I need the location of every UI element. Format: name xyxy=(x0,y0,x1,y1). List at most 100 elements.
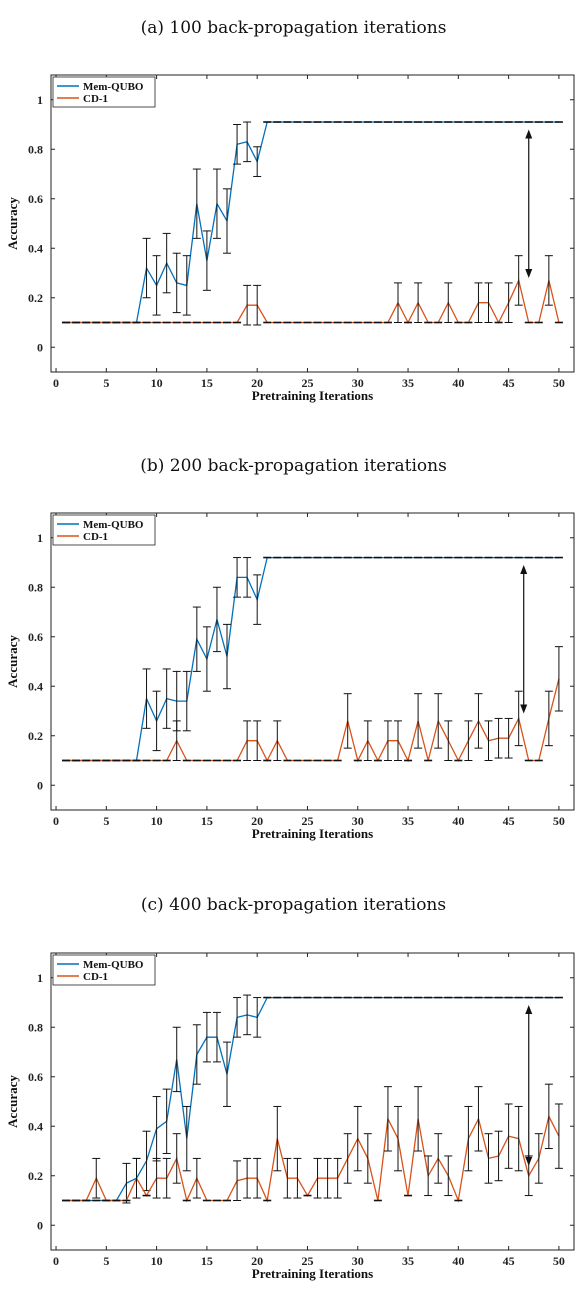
error-bar xyxy=(514,690,523,747)
y-axis-label: Accuracy xyxy=(5,197,20,250)
x-tick-label: 45 xyxy=(503,814,515,828)
x-tick-label: 50 xyxy=(553,376,565,390)
y-axis-label: Accuracy xyxy=(5,1075,20,1128)
x-axis-label: Pretraining Iterations xyxy=(252,388,373,403)
x-tick-label: 25 xyxy=(301,814,313,828)
x-tick-label: 10 xyxy=(151,814,163,828)
error-bar xyxy=(223,623,232,690)
error-bar xyxy=(393,1105,402,1172)
y-axis-label: Accuracy xyxy=(5,635,20,688)
error-bar xyxy=(544,690,553,747)
y-tick-label: 1 xyxy=(37,531,43,545)
x-tick-label: 50 xyxy=(553,1254,565,1268)
error-bar xyxy=(162,668,171,729)
y-tick-label: 0.4 xyxy=(28,1119,43,1133)
error-bar xyxy=(544,1083,553,1150)
error-bar xyxy=(122,1162,131,1204)
error-bar xyxy=(504,1103,513,1169)
plot-frame xyxy=(50,74,575,373)
error-bar xyxy=(283,1157,292,1199)
error-bar xyxy=(172,252,181,314)
error-bar xyxy=(343,1133,352,1184)
error-bar xyxy=(243,720,252,761)
error-bar xyxy=(434,1133,443,1184)
y-tick-label: 0.6 xyxy=(28,630,43,644)
error-bar xyxy=(223,188,232,254)
error-bar xyxy=(253,146,262,177)
error-bar xyxy=(273,720,282,761)
error-bar xyxy=(162,1157,171,1199)
error-bar xyxy=(313,1157,322,1199)
plot-frame xyxy=(50,512,575,811)
x-tick-label: 15 xyxy=(201,1254,213,1268)
error-bar xyxy=(504,282,513,323)
x-tick-label: 5 xyxy=(103,814,109,828)
error-bar xyxy=(142,668,151,729)
error-bar xyxy=(152,255,161,316)
error-bar xyxy=(514,255,523,306)
x-tick-label: 0 xyxy=(53,1254,59,1268)
error-bar xyxy=(554,1103,563,1169)
y-tick-label: 0.8 xyxy=(28,142,43,156)
error-bar xyxy=(393,282,402,323)
y-tick-label: 0 xyxy=(37,778,43,792)
y-tick-label: 1 xyxy=(37,971,43,985)
error-bar xyxy=(243,994,252,1036)
error-bar xyxy=(192,1157,201,1199)
y-tick-label: 0.8 xyxy=(28,1020,43,1034)
y-tick-label: 0.4 xyxy=(28,679,43,693)
error-bar xyxy=(383,1086,392,1152)
error-bar xyxy=(444,282,453,323)
legend-entry: Mem-QUBO xyxy=(83,81,144,93)
error-bar xyxy=(363,1133,372,1184)
error-bar xyxy=(243,1157,252,1199)
y-tick-label: 0.4 xyxy=(28,241,43,255)
y-tick-label: 0.2 xyxy=(28,729,43,743)
error-bar xyxy=(202,626,211,692)
x-tick-label: 30 xyxy=(352,376,364,390)
chart-title: (a) 100 back-propagation iterations xyxy=(140,18,447,38)
error-bar xyxy=(233,997,242,1038)
error-bar xyxy=(243,557,252,598)
error-bar xyxy=(132,1157,141,1199)
difference-arrow-head-top xyxy=(525,129,533,139)
legend-entry: CD-1 xyxy=(83,971,108,983)
x-tick-label: 30 xyxy=(352,814,364,828)
error-bar xyxy=(363,720,372,761)
error-bar xyxy=(514,1105,523,1172)
error-bar xyxy=(424,1155,433,1197)
x-tick-label: 40 xyxy=(452,1254,464,1268)
legend-box xyxy=(52,76,156,108)
error-bar xyxy=(293,1157,302,1199)
x-tick-label: 35 xyxy=(402,814,414,828)
error-bar xyxy=(544,255,553,306)
x-tick-label: 5 xyxy=(103,376,109,390)
x-tick-label: 45 xyxy=(503,376,515,390)
legend-box xyxy=(52,514,156,546)
x-tick-label: 40 xyxy=(452,376,464,390)
error-bar xyxy=(192,606,201,672)
x-tick-label: 50 xyxy=(553,814,565,828)
error-bar xyxy=(142,237,151,299)
error-bar xyxy=(192,1024,201,1085)
error-bar xyxy=(343,693,352,749)
error-bar xyxy=(243,284,252,326)
legend-entry: Mem-QUBO xyxy=(83,959,144,971)
x-tick-label: 5 xyxy=(103,1254,109,1268)
y-tick-label: 1 xyxy=(37,93,43,107)
chart-title: (b) 200 back-propagation iterations xyxy=(140,456,447,476)
error-bar xyxy=(212,586,221,653)
error-bar xyxy=(142,1130,151,1192)
difference-arrow-head-bottom xyxy=(525,268,533,278)
error-bar xyxy=(212,1011,221,1063)
error-bar xyxy=(172,1026,181,1093)
error-bar xyxy=(383,720,392,761)
difference-arrow-head-bottom xyxy=(520,704,528,714)
error-bar xyxy=(504,717,513,759)
chart-b: 0 5 10 15 20 25 30 35 40 45 50 0 0.2 0.4 0.6 0.8 1 Pretra… xyxy=(5,512,575,841)
error-bar xyxy=(554,646,563,712)
chart-c: 0 5 10 15 20 25 30 35 40 45 50 0 0.2 0.4 0.6 0.8 1 Pretra… xyxy=(5,952,575,1281)
error-bar xyxy=(484,282,493,323)
error-bar xyxy=(414,282,423,323)
error-bar xyxy=(233,557,242,598)
